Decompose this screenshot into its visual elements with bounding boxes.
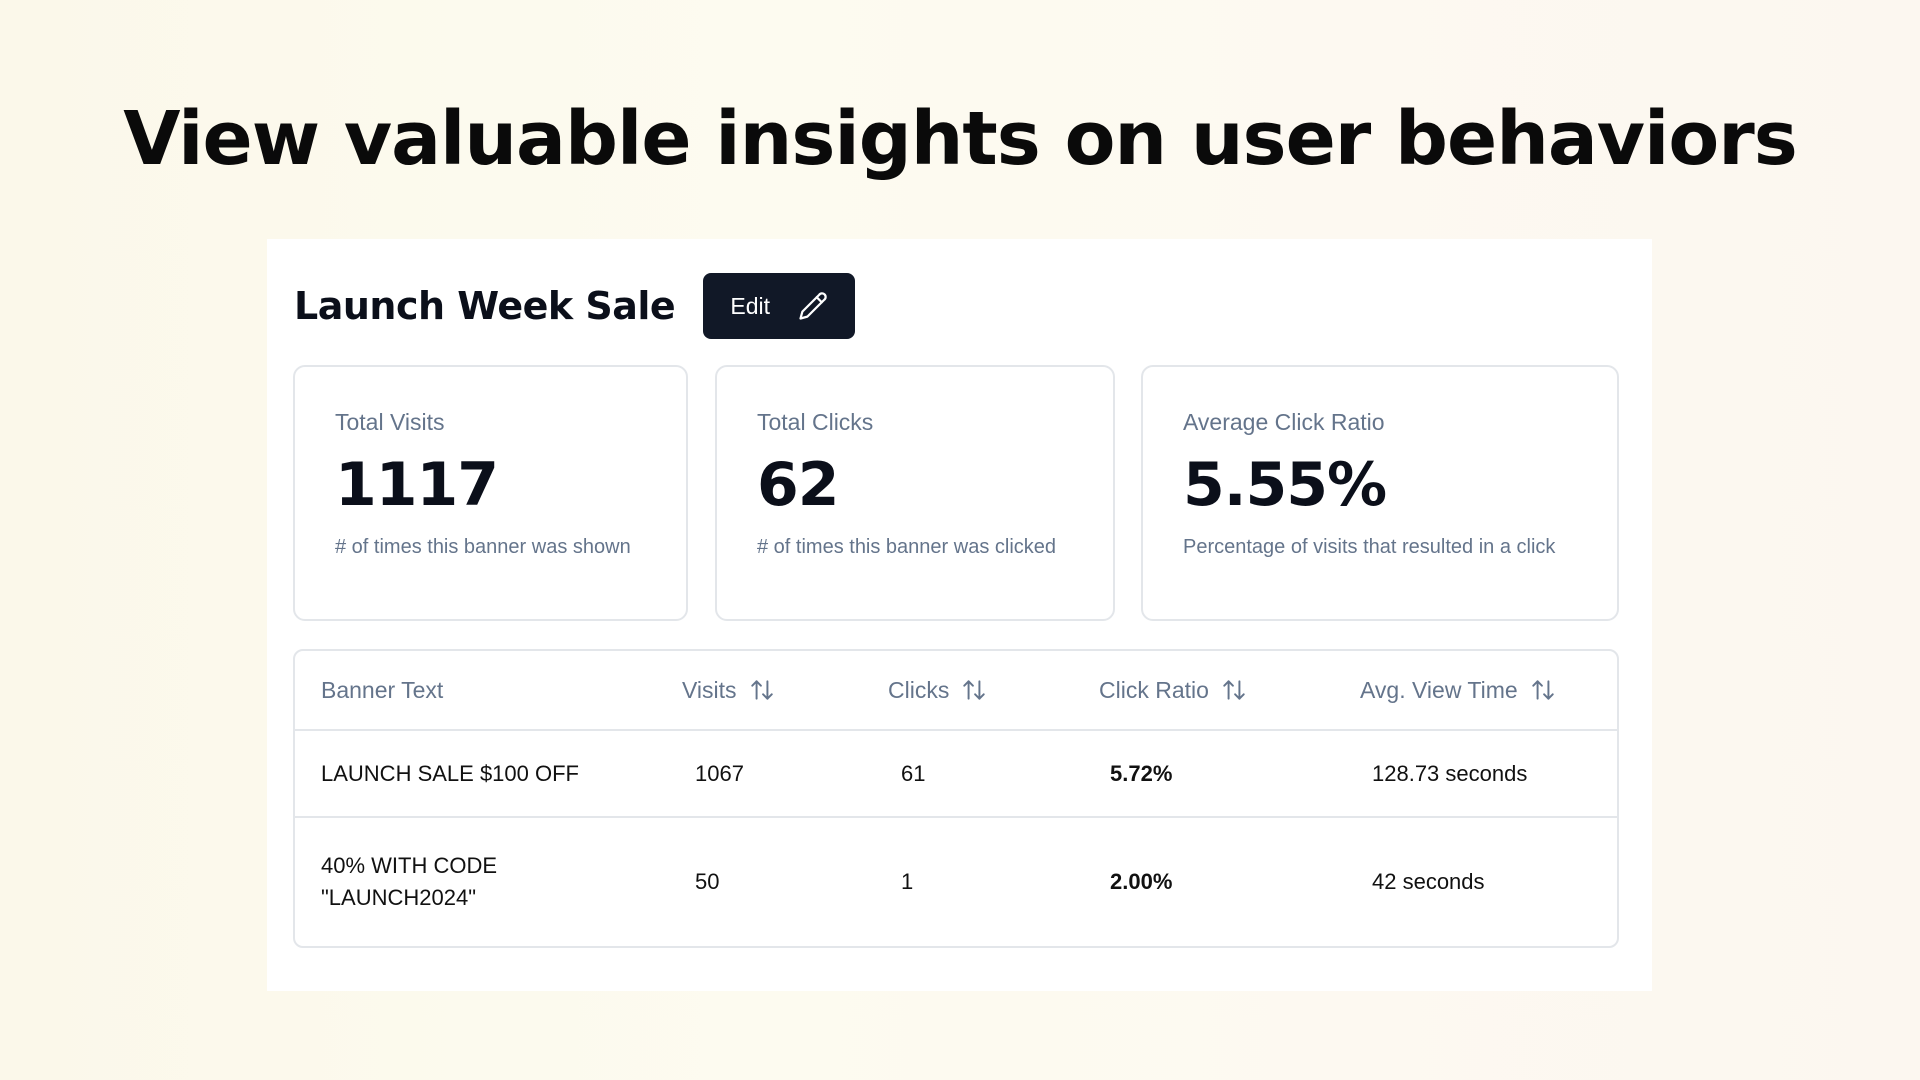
edit-button[interactable]: Edit xyxy=(703,273,856,339)
campaign-header: Launch Week Sale Edit xyxy=(294,273,856,339)
column-header-clicks[interactable]: Clicks xyxy=(888,651,987,729)
table-header-row: Banner Text Visits Clicks Click Ratio xyxy=(295,651,1617,731)
sort-arrows-icon[interactable] xyxy=(1530,677,1556,703)
column-header-click-ratio[interactable]: Click Ratio xyxy=(1099,651,1247,729)
stat-card-total-clicks: Total Clicks 62 # of times this banner w… xyxy=(715,365,1115,621)
column-header-visits[interactable]: Visits xyxy=(682,651,775,729)
cell-clicks: 1 xyxy=(901,869,914,894)
table-row: 40% WITH CODE "LAUNCH2024" 50 1 2.00% 42… xyxy=(295,818,1617,946)
cell-visits: 50 xyxy=(695,869,720,894)
stat-label: Average Click Ratio xyxy=(1183,409,1385,435)
cell-clicks: 61 xyxy=(901,760,926,786)
stat-value: 5.55% xyxy=(1183,450,1387,520)
cell-visits: 1067 xyxy=(695,760,744,786)
column-header-label: Banner Text xyxy=(321,676,444,703)
sort-arrows-icon[interactable] xyxy=(1221,677,1247,703)
stat-description: # of times this banner was shown xyxy=(335,536,631,558)
banner-stats-table: Banner Text Visits Clicks Click Ratio xyxy=(293,649,1619,948)
sort-arrows-icon[interactable] xyxy=(961,677,987,703)
campaign-title: Launch Week Sale xyxy=(294,284,676,328)
stat-label: Total Visits xyxy=(335,409,445,435)
column-header-banner-text: Banner Text xyxy=(321,651,621,729)
sort-arrows-icon[interactable] xyxy=(749,677,775,703)
cell-avg-view-time: 42 seconds xyxy=(1372,869,1485,894)
cell-click-ratio: 5.72% xyxy=(1110,760,1173,786)
stat-label: Total Clicks xyxy=(757,409,874,435)
page-headline: View valuable insights on user behaviors xyxy=(123,96,1798,182)
column-header-label: Visits xyxy=(682,676,737,703)
column-header-label: Avg. View Time xyxy=(1360,676,1518,703)
cell-click-ratio: 2.00% xyxy=(1110,869,1173,894)
table-row: LAUNCH SALE $100 OFF 1067 61 5.72% 128.7… xyxy=(295,731,1617,818)
campaign-panel: Launch Week Sale Edit Total Visits 1117 … xyxy=(267,239,1652,991)
stat-card-total-visits: Total Visits 1117 # of times this banner… xyxy=(293,365,688,621)
pencil-icon xyxy=(799,292,827,320)
cell-banner-text: LAUNCH SALE $100 OFF xyxy=(321,760,579,786)
stat-description: Percentage of visits that resulted in a … xyxy=(1183,536,1556,558)
edit-button-label: Edit xyxy=(730,292,770,319)
column-header-label: Click Ratio xyxy=(1099,676,1209,703)
stat-value: 62 xyxy=(757,450,840,520)
cell-avg-view-time: 128.73 seconds xyxy=(1372,760,1528,786)
cell-banner-text: 40% WITH CODE "LAUNCH2024" xyxy=(321,853,498,910)
stat-description: # of times this banner was clicked xyxy=(757,536,1057,558)
column-header-label: Clicks xyxy=(888,676,950,703)
column-header-avg-view-time[interactable]: Avg. View Time xyxy=(1360,651,1556,729)
stat-value: 1117 xyxy=(335,450,499,520)
stat-card-average-click-ratio: Average Click Ratio 5.55% Percentage of … xyxy=(1141,365,1619,621)
